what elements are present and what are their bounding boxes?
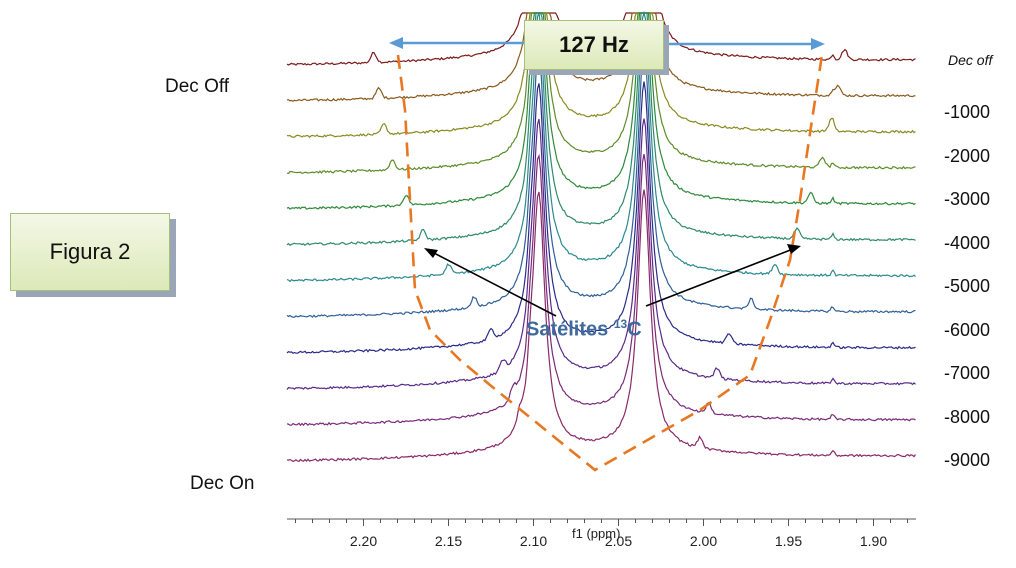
coupling-label-box: 127 Hz: [524, 20, 670, 76]
satellites-text: Satélites: [526, 318, 609, 341]
spectrum-trace: [286, 12, 916, 210]
spectrum-trace: [286, 118, 916, 390]
x-tick-label: 1.90: [860, 533, 887, 549]
spectra-group: [286, 10, 916, 463]
offset-tick-label: -8000: [944, 406, 991, 427]
x-axis: 2.20 2.15 2.10 2.05 2.00 1.95 1.90: [287, 518, 916, 549]
dec-off-label: Dec Off: [165, 76, 230, 97]
satellite-envelope-line: [396, 54, 824, 472]
x-tick-label: 2.20: [350, 533, 377, 549]
offset-tick-label: -1000: [944, 102, 991, 122]
satellites-annotation: Satélites 13C: [526, 317, 642, 342]
figure-label: Figura 2: [10, 213, 170, 291]
spectrum-trace: [286, 189, 916, 463]
figure-label-box: Figura 2: [10, 213, 176, 297]
offset-tick-label: -2000: [944, 145, 991, 166]
satellites-element: C: [627, 318, 642, 341]
spectrum-trace: [286, 81, 916, 355]
spectrum-trace: [286, 153, 916, 427]
offset-tick-label: -4000: [944, 232, 991, 253]
coupling-label: 127 Hz: [524, 20, 664, 70]
offset-tick-label: -3000: [944, 189, 991, 209]
coupling-arrow-right-head: [811, 38, 825, 50]
satellite-pointer-right: [645, 248, 794, 307]
satellite-pointer-left-head: [424, 248, 438, 258]
offset-column-header: Dec off: [948, 52, 993, 68]
x-tick-label: 2.15: [435, 533, 462, 549]
offset-tick-label: -7000: [944, 363, 991, 383]
x-tick-label: 1.95: [775, 533, 802, 549]
annotations-overlay: [389, 37, 825, 472]
x-tick-label: 2.10: [520, 533, 547, 549]
spectrum-trace: [286, 46, 916, 318]
offset-tick-label: -5000: [944, 276, 991, 296]
x-tick-label: 2.05: [605, 533, 632, 549]
spectrum-trace: [286, 12, 916, 246]
spectrum-trace: [286, 12, 916, 175]
offset-tick-label: -6000: [944, 319, 991, 340]
x-tick-label: 2.00: [690, 533, 717, 549]
spectrum-trace: [286, 10, 916, 283]
x-axis-label: f1 (ppm): [572, 526, 621, 541]
satellites-isotope: 13: [613, 317, 628, 331]
dec-on-label: Dec On: [190, 473, 255, 494]
satellite-pointer-right-head: [787, 244, 801, 254]
coupling-arrow-left-head: [389, 37, 403, 49]
offset-tick-label: -9000: [944, 450, 991, 470]
spectrum-trace: [286, 12, 916, 102]
satellite-pointer-left: [431, 251, 557, 317]
